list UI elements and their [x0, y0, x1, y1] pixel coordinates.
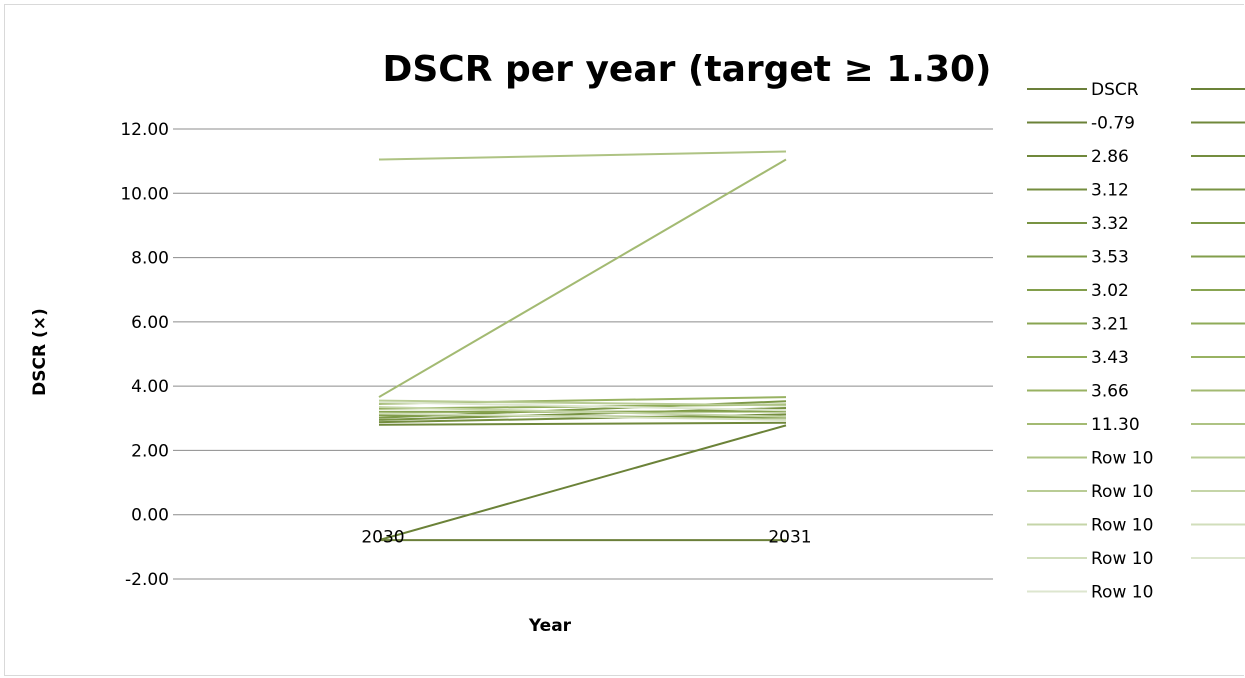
legend-entry: Row 10 — [1091, 482, 1153, 502]
legend-entry: 3.66 — [1091, 382, 1129, 402]
legend: DSCR -0.79 2.86 3.12 3.32 3.53 3.02 3.21 3.43 3.6… — [1027, 80, 1245, 603]
series-line — [378, 407, 787, 421]
chart-area: DSCR per year (target ≥ 1.30) -2.00 0.00 2… — [4, 4, 1245, 676]
legend-entry: Row 10 — [1091, 549, 1153, 569]
series-line — [378, 424, 787, 542]
legend-entry: Row 10 — [1091, 516, 1153, 536]
series-line — [378, 399, 787, 407]
series-line — [378, 412, 787, 421]
series-line — [378, 158, 787, 398]
series-line — [378, 406, 787, 418]
series-line — [378, 421, 787, 426]
y-axis-ticks: -2.00 0.00 2.00 4.00 6.00 8.00 10.00 12.00 — [120, 120, 169, 590]
chart-title: DSCR per year (target ≥ 1.30) — [382, 49, 991, 90]
x-tick-label: 2030 — [361, 528, 404, 548]
legend-entry: Row 10 — [1091, 583, 1153, 603]
y-tick-label: 0.00 — [131, 506, 169, 526]
y-tick-label: 10.00 — [120, 184, 169, 204]
y-axis-title: DSCR (×) — [30, 308, 50, 396]
legend-entry: 3.32 — [1091, 214, 1129, 234]
legend-entry: 2.86 — [1091, 147, 1129, 167]
y-tick-label: 12.00 — [120, 120, 169, 140]
y-tick-label: 2.00 — [131, 441, 169, 461]
legend-entry: 11.30 — [1091, 415, 1140, 435]
legend-entry: 3.21 — [1091, 315, 1129, 335]
legend-entry: Row 10 — [1091, 449, 1153, 469]
y-tick-label: 4.00 — [131, 377, 169, 397]
line-chart: DSCR per year (target ≥ 1.30) -2.00 0.00 2… — [30, 49, 1245, 636]
y-tick-label: 8.00 — [131, 249, 169, 269]
legend-entry: 3.02 — [1091, 281, 1129, 301]
legend-entry: 3.43 — [1091, 348, 1129, 368]
series-line — [378, 150, 787, 161]
x-axis-title: Year — [528, 616, 572, 636]
y-tick-label: -2.00 — [125, 570, 169, 590]
gridlines — [173, 128, 993, 580]
series-line — [378, 401, 787, 412]
legend-entry: DSCR — [1091, 80, 1139, 100]
x-axis-ticks: 2030 2031 — [361, 528, 811, 548]
legend-entry: 3.53 — [1091, 248, 1129, 268]
y-tick-label: 6.00 — [131, 313, 169, 333]
legend-entry: -0.79 — [1091, 114, 1135, 134]
x-tick-label: 2031 — [768, 528, 811, 548]
legend-entry: 3.12 — [1091, 181, 1129, 201]
series-lines — [378, 150, 787, 542]
